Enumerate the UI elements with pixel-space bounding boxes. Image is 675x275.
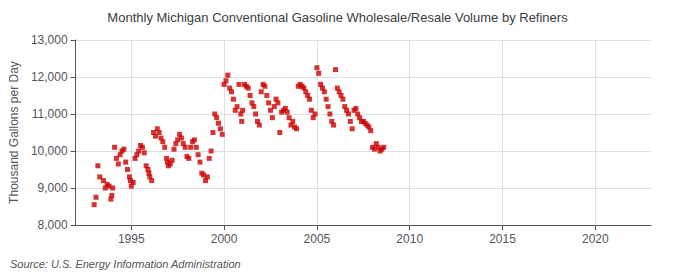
svg-text:2015: 2015 xyxy=(489,232,516,246)
svg-text:2005: 2005 xyxy=(304,232,331,246)
svg-text:2000: 2000 xyxy=(211,232,238,246)
svg-text:11,000: 11,000 xyxy=(32,107,68,121)
svg-text:9,000: 9,000 xyxy=(38,181,68,195)
svg-text:12,000: 12,000 xyxy=(31,70,68,84)
svg-text:2020: 2020 xyxy=(582,232,609,246)
svg-text:2010: 2010 xyxy=(396,232,423,246)
svg-text:13,000: 13,000 xyxy=(31,33,68,47)
svg-text:Thousand Gallons per Day: Thousand Gallons per Day xyxy=(7,61,21,204)
svg-text:Monthly Michigan Conventional: Monthly Michigan Conventional Gasoline W… xyxy=(107,10,568,25)
svg-text:1995: 1995 xyxy=(118,232,145,246)
svg-text:Source: U.S. Energy Informatio: Source: U.S. Energy Information Administ… xyxy=(10,258,241,270)
svg-text:10,000: 10,000 xyxy=(31,144,68,158)
svg-text:8,000: 8,000 xyxy=(38,218,68,232)
